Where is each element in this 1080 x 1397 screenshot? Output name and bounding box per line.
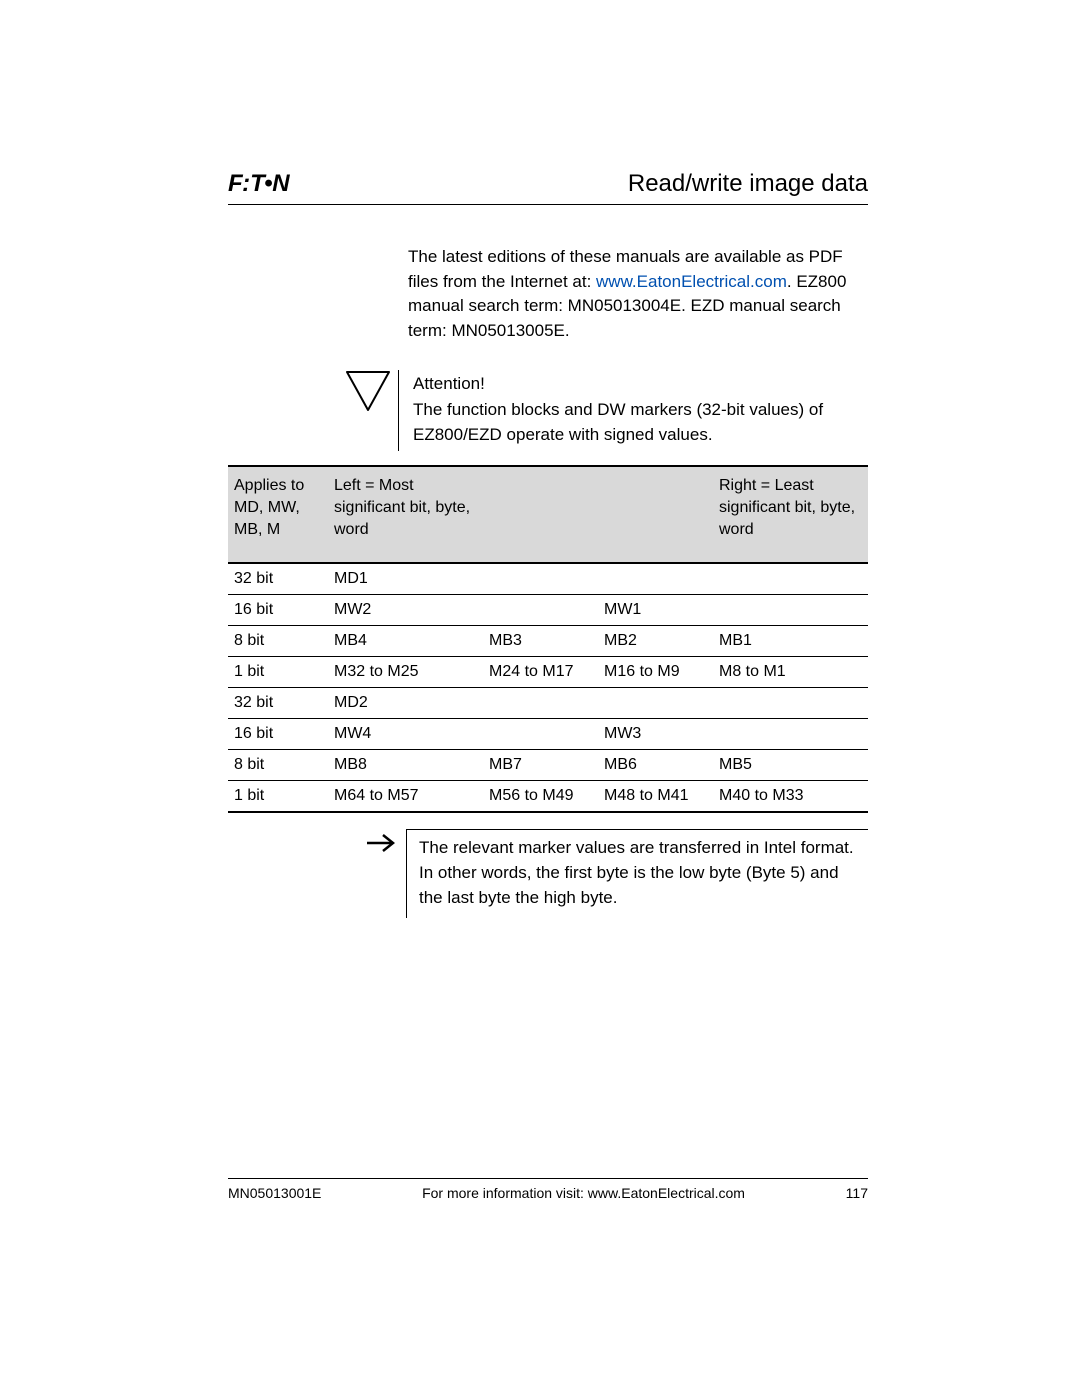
th-applies: Applies to MD, MW, MB, M	[228, 466, 328, 563]
table-row: 16 bitMW2MW1	[228, 595, 868, 626]
page-header: F:T•N Read/write image data	[228, 170, 868, 205]
cell: MB7	[483, 750, 598, 781]
footer-page-number: 117	[846, 1185, 868, 1201]
cell: M32 to M25	[328, 657, 483, 688]
cell: MB3	[483, 626, 598, 657]
marker-table: Applies to MD, MW, MB, M Left = Most sig…	[228, 465, 868, 813]
cell: 1 bit	[228, 781, 328, 813]
cell: MW3	[598, 719, 868, 750]
table-row: 1 bitM32 to M25M24 to M17M16 to M9M8 to …	[228, 657, 868, 688]
footer-doc-id: MN05013001E	[228, 1185, 321, 1201]
cell: 8 bit	[228, 626, 328, 657]
cell: MB2	[598, 626, 713, 657]
table-row: 8 bitMB4MB3MB2MB1	[228, 626, 868, 657]
cell: MB4	[328, 626, 483, 657]
attention-text: Attention! The function blocks and DW ma…	[398, 370, 868, 452]
table-row: 1 bitM64 to M57M56 to M49M48 to M41M40 t…	[228, 781, 868, 813]
page-footer: MN05013001E For more information visit: …	[228, 1178, 868, 1201]
cell: MB1	[713, 626, 868, 657]
intro-paragraph: The latest editions of these manuals are…	[408, 245, 868, 344]
cell: M8 to M1	[713, 657, 868, 688]
table-row: 32 bitMD1	[228, 563, 868, 595]
cell: MD2	[328, 688, 868, 719]
attention-heading: Attention!	[413, 372, 868, 397]
cell: 8 bit	[228, 750, 328, 781]
th-empty1	[483, 466, 598, 563]
cell: MB6	[598, 750, 713, 781]
cell: M24 to M17	[483, 657, 598, 688]
table-row: 8 bitMB8MB7MB6MB5	[228, 750, 868, 781]
attention-triangle-icon	[338, 370, 398, 452]
cell: M56 to M49	[483, 781, 598, 813]
table-header-row: Applies to MD, MW, MB, M Left = Most sig…	[228, 466, 868, 563]
th-right: Right = Least significant bit, byte, wor…	[713, 466, 868, 563]
footer-info: For more information visit: www.EatonEle…	[321, 1185, 845, 1201]
table-row: 32 bitMD2	[228, 688, 868, 719]
note-text: The relevant marker values are transferr…	[406, 829, 868, 918]
cell: MW1	[598, 595, 868, 626]
cell: 32 bit	[228, 688, 328, 719]
note-callout: The relevant marker values are transferr…	[358, 829, 868, 918]
attention-callout: Attention! The function blocks and DW ma…	[338, 370, 868, 452]
table-row: 16 bitMW4MW3	[228, 719, 868, 750]
arrow-right-icon	[358, 829, 406, 918]
cell: 16 bit	[228, 719, 328, 750]
cell: MB5	[713, 750, 868, 781]
cell: 1 bit	[228, 657, 328, 688]
cell: M48 to M41	[598, 781, 713, 813]
cell: M16 to M9	[598, 657, 713, 688]
document-page: F:T•N Read/write image data The latest e…	[228, 170, 868, 918]
cell: M64 to M57	[328, 781, 483, 813]
page-title: Read/write image data	[628, 170, 868, 198]
th-left: Left = Most significant bit, byte, word	[328, 466, 483, 563]
cell: M40 to M33	[713, 781, 868, 813]
attention-body: The function blocks and DW markers (32-b…	[413, 398, 868, 447]
th-empty2	[598, 466, 713, 563]
eaton-logo: F:T•N	[228, 170, 289, 198]
cell: MD1	[328, 563, 868, 595]
cell: MW4	[328, 719, 598, 750]
cell: MW2	[328, 595, 598, 626]
cell: 32 bit	[228, 563, 328, 595]
logo-text: F:T•N	[228, 170, 289, 197]
cell: MB8	[328, 750, 483, 781]
cell: 16 bit	[228, 595, 328, 626]
intro-link[interactable]: www.EatonElectrical.com	[596, 272, 787, 291]
